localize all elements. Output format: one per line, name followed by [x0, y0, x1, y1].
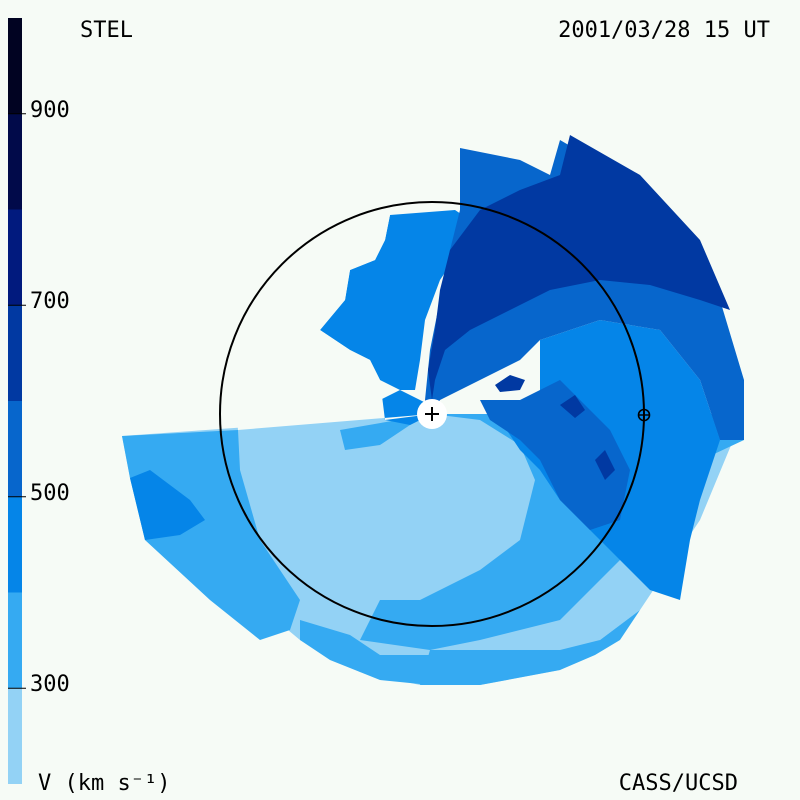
- colorbar-tick-label: 900: [30, 97, 70, 123]
- colorbar-level-3: [8, 496, 22, 593]
- earth-icon: [637, 408, 651, 422]
- sun-marker: [417, 399, 447, 429]
- contour-level-5: [428, 135, 730, 480]
- units-label: V (km s⁻¹): [38, 771, 171, 796]
- no-data-region: [230, 205, 432, 430]
- colorbar-level-8: [8, 18, 22, 114]
- credit-label: CASS/UCSD: [618, 771, 738, 796]
- colorbar-level-1: [8, 688, 22, 784]
- colorbar-tick-label: 700: [30, 289, 70, 315]
- contour-level-2b: [300, 620, 430, 685]
- datetime-label: 2001/03/28 15 UT: [558, 18, 770, 43]
- colorbar-level-7: [8, 113, 22, 210]
- colorbar-level-6: [8, 209, 22, 306]
- colorbar-level-2: [8, 592, 22, 689]
- velocity-contour-map: [122, 135, 744, 685]
- observatory-label: STEL: [80, 18, 133, 43]
- colorbar-level-5: [8, 305, 22, 401]
- colorbar-tick-label: 300: [30, 672, 70, 698]
- colorbar-tick-label: 500: [30, 480, 70, 506]
- colorbar-level-4: [8, 401, 22, 497]
- velocity-colorbar: [8, 18, 26, 784]
